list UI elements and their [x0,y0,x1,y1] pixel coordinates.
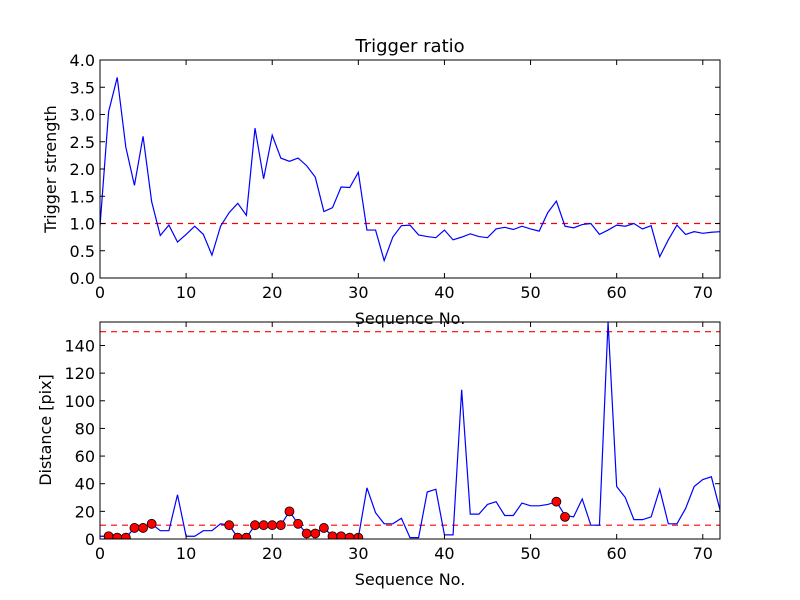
bottom-y-tick-label: 0 [85,530,95,549]
bottom-marker-point [318,523,329,533]
top-y-tick-label: 3.5 [70,78,95,97]
top-series-line-0 [100,77,720,263]
bottom-x-tick-label: 0 [95,544,105,563]
bottom-marker-point [267,520,278,531]
top-x-tick-label: 0 [95,283,105,302]
bottom-axes-frame [99,321,721,540]
bottom-marker-point [301,528,312,539]
bottom-plot-area [100,322,720,539]
top-y-tick-label: 2.5 [70,133,95,152]
bottom-marker-point [284,506,295,517]
bottom-marker-point [551,496,562,507]
bottom-marker-point [560,511,570,522]
bottom-marker-point [275,520,286,531]
top-y-tick-label: 1.0 [70,215,95,234]
bottom-marker-point [129,523,140,533]
bottom-x-tick-label: 30 [348,544,368,563]
trigger-ratio-plot: Trigger strength Trigger ratio Sequence … [41,36,721,328]
distance-plot: Distance [pix] Sequence No. 0 10 20 30 40 50 6… [36,321,721,589]
bottom-marker-point [224,520,235,531]
top-y-axis-label: Trigger strength [41,105,60,234]
top-x-tick-label: 70 [693,283,713,302]
top-x-tick-label: 60 [606,283,626,302]
bottom-y-axis-label: Distance [pix] [36,374,55,486]
top-y-tick-label: 3.0 [70,106,95,125]
bottom-x-tick-label: 50 [520,544,540,563]
bottom-marker-point [250,520,260,531]
bottom-marker-point [310,528,321,539]
bottom-marker-point [146,518,157,529]
top-y-tick-label: 2.0 [70,160,95,179]
bottom-y-tick-label: 20 [75,502,95,521]
top-x-tick-label: 10 [176,283,196,302]
top-x-tick-label: 30 [348,283,368,302]
bottom-y-tick-label: 120 [64,364,95,383]
bottom-y-tick-label: 40 [75,475,95,494]
bottom-y-tick-label: 60 [75,447,95,466]
bottom-marker-point [120,532,131,539]
top-y-tick-label: 0.5 [70,242,95,261]
bottom-y-tick-label: 80 [75,419,95,438]
bottom-x-tick-label: 20 [262,544,282,563]
top-chart-title: Trigger ratio [354,36,464,57]
top-x-tick-label: 40 [434,283,454,302]
bottom-y-tick-label: 100 [64,392,95,411]
top-x-tick-label: 20 [262,283,282,302]
top-plot-area [100,77,720,263]
bottom-marker-point [241,532,252,539]
bottom-x-axis-label: Sequence No. [355,570,466,589]
bottom-x-tick-label: 10 [176,544,196,563]
bottom-x-tick-label: 60 [606,544,626,563]
top-x-axis-label: Sequence No. [355,309,466,328]
top-x-tick-label: 50 [520,283,540,302]
bottom-marker-point [138,523,148,533]
bottom-series-line-0 [100,322,720,539]
bottom-marker-point [293,518,303,529]
top-y-tick-label: 0.0 [70,269,95,288]
top-y-tick-label: 4.0 [70,51,95,70]
bottom-y-tick-label: 140 [64,336,95,355]
bottom-x-tick-label: 40 [434,544,454,563]
top-y-tick-label: 1.5 [70,187,95,206]
bottom-marker-point [258,520,269,531]
bottom-x-tick-label: 70 [693,544,713,563]
